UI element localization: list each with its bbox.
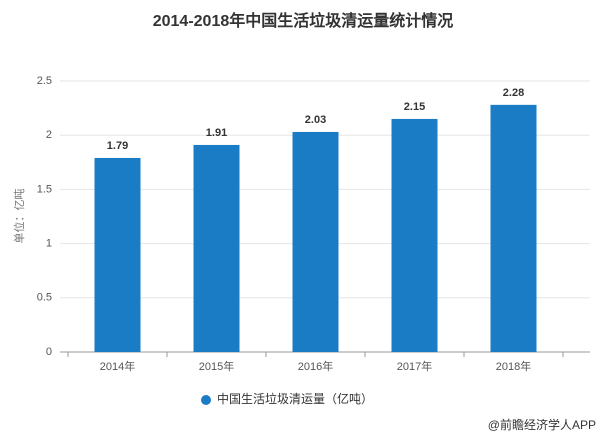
bar — [490, 104, 537, 353]
legend-label: 中国生活垃圾清运量（亿吨） — [217, 391, 373, 406]
data-label: 1.91 — [206, 127, 227, 139]
bar — [391, 118, 438, 352]
bar — [94, 157, 141, 352]
y-tick-label: 0 — [46, 346, 52, 358]
y-axis-label: 单位：亿吨 — [12, 189, 26, 244]
y-tick-label: 0.5 — [37, 292, 52, 304]
legend-marker — [201, 395, 211, 405]
x-tick-label: 2014年 — [100, 359, 135, 373]
data-label: 2.15 — [404, 101, 425, 113]
bar — [193, 144, 240, 352]
chart-title: 2014-2018年中国生活垃圾清运量统计情况 — [153, 11, 454, 30]
x-tick-label: 2015年 — [199, 359, 234, 373]
data-label: 2.03 — [305, 114, 326, 126]
y-tick-label: 1 — [46, 238, 52, 250]
x-tick-label: 2017年 — [397, 359, 432, 373]
source: @前瞻经济学人APP — [488, 417, 596, 432]
x-tick-label: 2018年 — [496, 359, 531, 373]
x-tick-label: 2016年 — [298, 359, 333, 373]
bar — [292, 131, 339, 352]
y-tick-label: 2 — [46, 129, 52, 141]
y-tick-label: 1.5 — [37, 183, 52, 195]
y-tick-label: 2.5 — [37, 75, 52, 87]
data-label: 2.28 — [503, 87, 524, 99]
data-label: 1.79 — [107, 140, 128, 152]
